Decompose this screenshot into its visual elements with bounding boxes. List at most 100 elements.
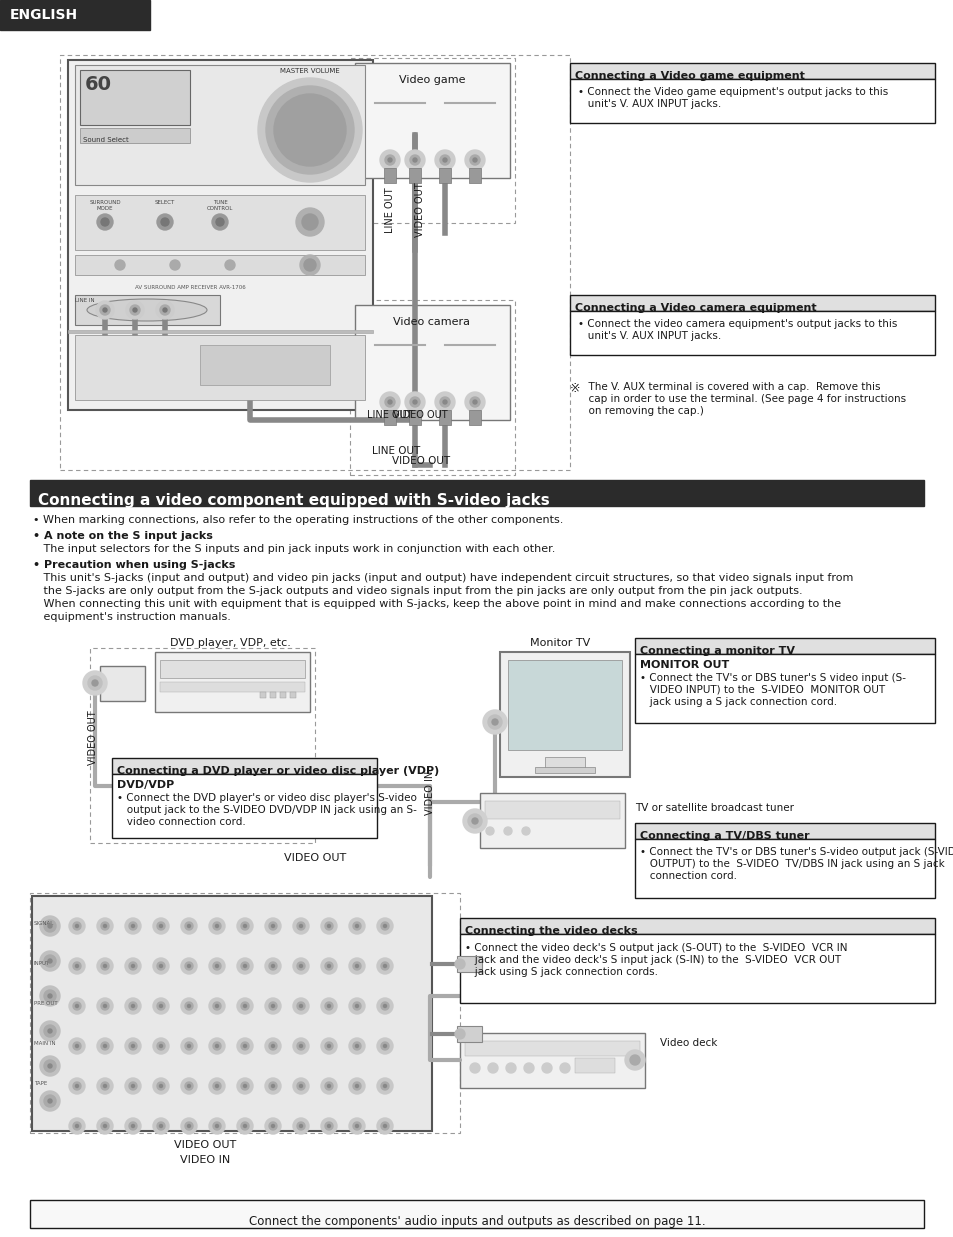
Circle shape: [213, 962, 221, 970]
Bar: [469, 168, 480, 183]
Text: • Connect the TV's or DBS tuner's S-video output jack (S-VIDEO: • Connect the TV's or DBS tuner's S-vide…: [639, 847, 953, 857]
Circle shape: [159, 1124, 162, 1127]
Circle shape: [97, 998, 112, 1014]
Circle shape: [505, 1063, 516, 1072]
Circle shape: [327, 924, 330, 928]
Bar: [32, 896, 432, 1131]
Circle shape: [464, 150, 484, 169]
Circle shape: [624, 1050, 644, 1070]
Circle shape: [96, 301, 113, 319]
Circle shape: [349, 1038, 365, 1054]
Text: • Connect the video deck's S output jack (S-OUT) to the  S-VIDEO  VCR IN: • Connect the video deck's S output jack…: [464, 943, 846, 952]
Circle shape: [379, 150, 399, 169]
Circle shape: [159, 1044, 162, 1048]
Text: SIGNAL: SIGNAL: [34, 922, 54, 927]
Circle shape: [353, 1122, 360, 1131]
Circle shape: [243, 1085, 246, 1087]
Circle shape: [241, 1082, 249, 1090]
Circle shape: [241, 1042, 249, 1050]
Circle shape: [115, 260, 125, 270]
Circle shape: [380, 922, 389, 930]
Circle shape: [185, 1002, 193, 1009]
Circle shape: [265, 1118, 281, 1134]
Circle shape: [48, 995, 52, 998]
Circle shape: [293, 998, 309, 1014]
Text: connection cord.: connection cord.: [639, 871, 737, 881]
Text: DVD/VDP: DVD/VDP: [117, 781, 174, 790]
Circle shape: [353, 1002, 360, 1009]
Circle shape: [129, 962, 137, 970]
Circle shape: [129, 1042, 137, 1050]
Circle shape: [188, 924, 191, 928]
Circle shape: [304, 259, 315, 271]
Circle shape: [413, 158, 416, 162]
Circle shape: [157, 214, 172, 230]
Text: TV or satellite broadcast tuner: TV or satellite broadcast tuner: [635, 803, 793, 813]
Circle shape: [629, 1055, 639, 1065]
Bar: [200, 345, 330, 385]
Circle shape: [97, 957, 112, 974]
Circle shape: [209, 1077, 225, 1094]
Text: • Precaution when using S-jacks: • Precaution when using S-jacks: [33, 560, 235, 570]
Circle shape: [185, 962, 193, 970]
Circle shape: [185, 1042, 193, 1050]
Text: VIDEO OUT: VIDEO OUT: [415, 183, 424, 238]
Circle shape: [353, 1082, 360, 1090]
Bar: [459, 1033, 644, 1089]
Circle shape: [101, 962, 109, 970]
Circle shape: [376, 957, 393, 974]
Circle shape: [243, 1124, 246, 1127]
Circle shape: [209, 1038, 225, 1054]
Circle shape: [69, 1038, 85, 1054]
Circle shape: [349, 1077, 365, 1094]
Circle shape: [349, 918, 365, 934]
Text: The input selectors for the S inputs and pin jack inputs work in conjunction wit: The input selectors for the S inputs and…: [33, 544, 555, 554]
Circle shape: [103, 1004, 107, 1007]
Circle shape: [405, 150, 424, 169]
Text: LINE OUT: LINE OUT: [367, 409, 413, 421]
Circle shape: [455, 1029, 464, 1039]
Circle shape: [48, 1029, 52, 1033]
Bar: [569, 294, 934, 310]
Bar: [0, 0, 150, 30]
Circle shape: [383, 1004, 386, 1007]
Circle shape: [101, 218, 109, 226]
Circle shape: [241, 1002, 249, 1009]
Text: ENGLISH: ENGLISH: [10, 7, 78, 22]
Circle shape: [243, 1044, 246, 1048]
Text: output jack to the S-VIDEO DVD/VDP IN jack using an S-: output jack to the S-VIDEO DVD/VDP IN ja…: [117, 805, 416, 815]
Circle shape: [293, 957, 309, 974]
Circle shape: [385, 397, 395, 407]
Text: Video deck: Video deck: [659, 1038, 717, 1048]
Circle shape: [439, 397, 450, 407]
Circle shape: [163, 308, 167, 312]
Circle shape: [265, 1077, 281, 1094]
Text: video connection cord.: video connection cord.: [117, 816, 246, 828]
Circle shape: [320, 1038, 336, 1054]
Bar: [30, 1200, 923, 1228]
Circle shape: [355, 1004, 358, 1007]
Circle shape: [75, 1085, 78, 1087]
Circle shape: [296, 1082, 305, 1090]
Circle shape: [101, 1082, 109, 1090]
Circle shape: [130, 306, 140, 315]
Bar: [459, 934, 934, 1003]
Bar: [80, 127, 190, 143]
Circle shape: [152, 1118, 169, 1134]
Circle shape: [269, 1122, 276, 1131]
Circle shape: [209, 1118, 225, 1134]
Bar: [569, 310, 934, 355]
Text: TAPE: TAPE: [34, 1081, 48, 1086]
Text: Connecting a TV/DBS tuner: Connecting a TV/DBS tuner: [639, 831, 809, 841]
Circle shape: [353, 922, 360, 930]
Circle shape: [101, 922, 109, 930]
Circle shape: [296, 962, 305, 970]
Bar: [350, 301, 515, 475]
Text: VIDEO OUT: VIDEO OUT: [88, 711, 98, 766]
Circle shape: [482, 710, 506, 734]
Circle shape: [75, 965, 78, 967]
Bar: [75, 335, 365, 400]
Circle shape: [159, 924, 162, 928]
Circle shape: [159, 1004, 162, 1007]
Circle shape: [97, 1038, 112, 1054]
